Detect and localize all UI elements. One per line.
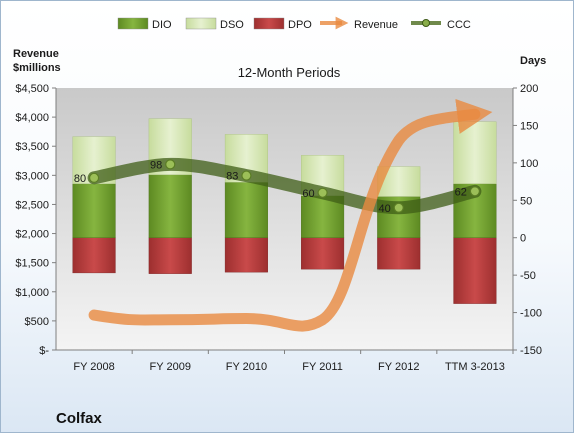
ccc-point	[90, 173, 99, 182]
left-tick-label: $3,500	[15, 141, 49, 153]
ccc-data-label: 60	[302, 188, 314, 200]
left-tick-label: $1,000	[15, 287, 49, 299]
legend-label-dso: DSO	[220, 19, 244, 31]
ccc-data-label: 40	[379, 203, 391, 215]
ccc-point	[470, 187, 479, 196]
left-axis-title-line1: Revenue	[13, 48, 59, 60]
legend-label-ccc: CCC	[447, 19, 471, 31]
bar-dio	[73, 184, 116, 238]
legend-swatch-dio	[118, 18, 148, 29]
bar-dpo	[225, 238, 268, 272]
left-tick-label: $1,500	[15, 258, 49, 270]
legend-swatch-dpo	[254, 18, 284, 29]
left-tick-label: $-	[39, 345, 49, 357]
ccc-data-label: 98	[150, 159, 162, 171]
right-tick-label: 200	[520, 83, 538, 95]
plot-area	[56, 88, 513, 350]
ccc-data-label: 80	[74, 173, 86, 185]
left-tick-label: $2,500	[15, 199, 49, 211]
left-tick-label: $500	[25, 316, 49, 328]
bar-dio	[149, 175, 192, 238]
left-tick-label: $2,000	[15, 229, 49, 241]
x-tick-label: FY 2009	[150, 361, 191, 373]
left-tick-label: $3,000	[15, 170, 49, 182]
right-tick-label: -150	[520, 345, 542, 357]
legend-marker-ccc	[423, 20, 430, 27]
x-tick-label: FY 2011	[302, 361, 343, 373]
left-tick-label: $4,000	[15, 112, 49, 124]
ccc-point	[166, 160, 175, 169]
legend-label-dio: DIO	[152, 19, 172, 31]
ccc-point	[242, 171, 251, 180]
x-tick-label: FY 2008	[73, 361, 114, 373]
legend-label-dpo: DPO	[288, 19, 312, 31]
left-tick-label: $4,500	[15, 83, 49, 95]
ccc-data-label: 62	[455, 186, 467, 198]
bar-dpo	[149, 238, 192, 274]
bar-dpo	[73, 238, 116, 273]
left-axis-title-line2: $millions	[13, 62, 61, 74]
legend: DIO DSO DPO Revenue CCC	[118, 18, 471, 31]
bar-dso	[454, 122, 497, 184]
ccc-point	[394, 203, 403, 212]
company-name: Colfax	[56, 410, 103, 427]
x-tick-label: FY 2010	[226, 361, 267, 373]
bar-dpo	[377, 238, 420, 269]
bar-dpo	[454, 238, 497, 304]
ccc-data-label: 83	[226, 171, 238, 183]
legend-label-revenue: Revenue	[354, 19, 398, 31]
legend-swatch-dso	[186, 18, 216, 29]
ccc-point	[318, 188, 327, 197]
right-tick-label: 50	[520, 195, 532, 207]
right-tick-label: 100	[520, 158, 538, 170]
chart-subtitle: 12-Month Periods	[238, 65, 341, 80]
right-axis-title: Days	[520, 55, 546, 67]
right-tick-label: 0	[520, 233, 526, 245]
right-tick-label: -50	[520, 270, 536, 282]
x-tick-label: FY 2012	[378, 361, 419, 373]
bar-dpo	[301, 238, 344, 269]
right-tick-label: 150	[520, 120, 538, 132]
bar-dio	[225, 182, 268, 237]
x-tick-label: TTM 3-2013	[445, 361, 505, 373]
right-tick-label: -100	[520, 308, 542, 320]
